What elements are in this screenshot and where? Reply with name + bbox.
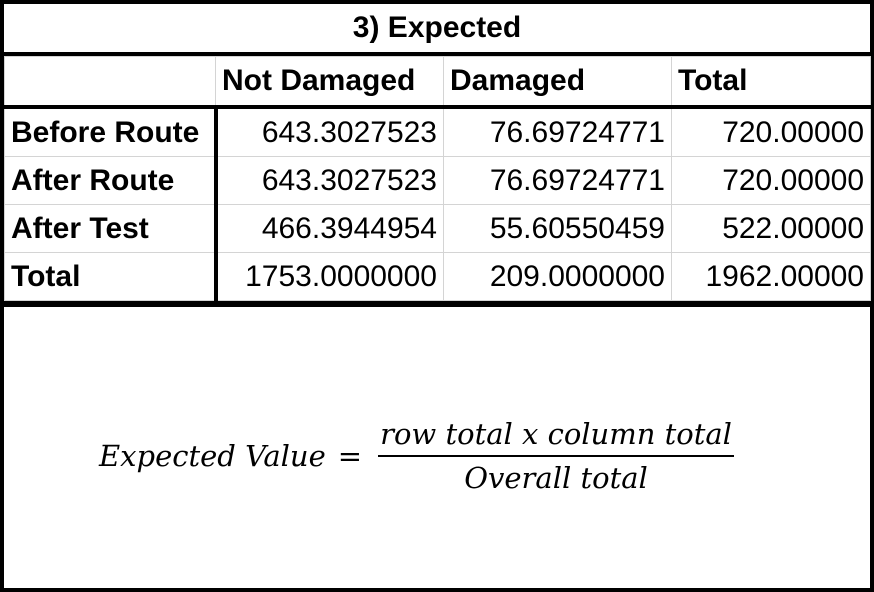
formula-fraction: row total x column total Overall total: [378, 417, 734, 495]
header-row: Not Damaged Damaged Total: [4, 56, 871, 109]
table-row: After Route 643.3027523 76.69724771 720.…: [4, 156, 871, 205]
expected-values-table: Not Damaged Damaged Total Before Route 6…: [4, 56, 871, 301]
cell-after-route-damaged[interactable]: 76.69724771: [443, 156, 672, 205]
formula-box: Expected Value = row total x column tota…: [4, 307, 870, 588]
cell-total-total[interactable]: 1962.00000: [671, 252, 871, 301]
header-corner-cell[interactable]: [4, 56, 216, 109]
cell-total-damaged[interactable]: 209.0000000: [443, 252, 672, 301]
cell-before-route-not-damaged[interactable]: 643.3027523: [215, 106, 444, 157]
formula-lhs: Expected Value: [99, 439, 326, 473]
table-row: After Test 466.3944954 55.60550459 522.0…: [4, 204, 871, 253]
header-damaged[interactable]: Damaged: [443, 56, 672, 109]
row-label-before-route[interactable]: Before Route: [4, 106, 218, 157]
cell-after-route-not-damaged[interactable]: 643.3027523: [215, 156, 444, 205]
table-title: 3) Expected: [4, 4, 870, 52]
cell-before-route-total[interactable]: 720.00000: [671, 106, 871, 157]
row-label-after-route[interactable]: After Route: [4, 156, 218, 205]
expected-value-formula: Expected Value = row total x column tota…: [99, 411, 734, 501]
header-not-damaged[interactable]: Not Damaged: [215, 56, 444, 109]
row-label-after-test[interactable]: After Test: [4, 204, 218, 253]
cell-after-route-total[interactable]: 720.00000: [671, 156, 871, 205]
cell-after-test-not-damaged[interactable]: 466.3944954: [215, 204, 444, 253]
table-row: Before Route 643.3027523 76.69724771 720…: [4, 106, 871, 157]
formula-numerator: row total x column total: [378, 417, 734, 457]
cell-before-route-damaged[interactable]: 76.69724771: [443, 106, 672, 157]
cell-total-not-damaged[interactable]: 1753.0000000: [215, 252, 444, 301]
header-total[interactable]: Total: [671, 56, 871, 109]
cell-after-test-damaged[interactable]: 55.60550459: [443, 204, 672, 253]
row-label-total[interactable]: Total: [4, 252, 218, 301]
cell-after-test-total[interactable]: 522.00000: [671, 204, 871, 253]
formula-equals-sign: =: [337, 439, 363, 473]
formula-denominator: Overall total: [464, 461, 648, 495]
table-row: Total 1753.0000000 209.0000000 1962.0000…: [4, 252, 871, 301]
